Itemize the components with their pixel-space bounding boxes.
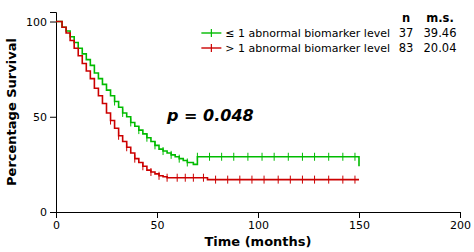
censor-mark [110, 117, 111, 125]
censor-mark [179, 155, 180, 163]
tick: 150 [349, 212, 370, 232]
censor-mark [314, 153, 315, 161]
censor-mark [215, 176, 216, 184]
tick-mark [460, 212, 461, 218]
censor-mark [251, 176, 252, 184]
censor-mark [302, 176, 303, 184]
censor-mark [138, 126, 139, 134]
tick-mark [50, 212, 56, 213]
censor-mark [126, 143, 127, 151]
censor-mark [342, 153, 343, 161]
tick: 0 [40, 206, 56, 219]
censor-mark [118, 132, 119, 140]
censor-mark [197, 153, 198, 161]
censor-mark [171, 151, 172, 159]
tick-label: 0 [40, 206, 47, 219]
censor-mark [288, 153, 289, 161]
annotation: p = 0.048 [166, 106, 254, 125]
x-axis: 0 50 100 150 200 [53, 212, 471, 232]
censor-mark [262, 153, 263, 161]
censor-mark [314, 176, 315, 184]
tick: 0 [53, 212, 60, 232]
censor-mark [177, 174, 178, 182]
y-axis: 0 50 100 [26, 13, 57, 220]
legend-n: 37 [399, 26, 414, 40]
legend-label: ≤ 1 abnormal biomarker level [225, 27, 390, 40]
censor-mark [233, 153, 234, 161]
censor-mark [354, 176, 355, 184]
censor-mark [354, 153, 355, 161]
tick: 200 [450, 212, 471, 232]
tick-mark [359, 212, 360, 218]
tick-mark [50, 22, 56, 23]
axis-line [50, 13, 57, 213]
censor-mark [114, 98, 115, 106]
legend-swatch-marker [211, 44, 212, 52]
censor-mark [209, 153, 210, 161]
censor-mark [193, 174, 194, 182]
censor-mark [302, 153, 303, 161]
censor-mark [264, 176, 265, 184]
censor-mark [130, 118, 131, 126]
tick-label: 200 [450, 219, 471, 232]
censor-mark [146, 134, 147, 142]
legend: ≤ 1 abnormal biomarker level > 1 abnormal… [201, 11, 456, 55]
censor-mark [159, 172, 160, 180]
tick-label: 150 [349, 219, 370, 232]
plot: 0 50 100 150 200 0 50 100 Time (months) Percentag… [4, 11, 471, 249]
censor-mark [122, 109, 123, 117]
censor-mark [150, 168, 151, 176]
censor-mark [328, 153, 329, 161]
tick-mark [258, 212, 259, 218]
censor-mark [278, 176, 279, 184]
tick-label: 0 [53, 219, 60, 232]
tick: 100 [248, 212, 269, 232]
censor-mark [221, 153, 222, 161]
censor-mark [142, 162, 143, 170]
censor-mark [342, 176, 343, 184]
legend-n: 83 [399, 41, 414, 55]
tick-label: 100 [26, 16, 47, 29]
censor-mark [163, 147, 164, 155]
legend-swatch-marker [211, 29, 212, 37]
censor-mark [185, 174, 186, 182]
censor-mark [290, 176, 291, 184]
x-axis-title: Time (months) [204, 234, 311, 249]
censor-mark [187, 158, 188, 166]
chart: 0 50 100 150 200 0 50 100 Time (months) Percentag… [0, 0, 474, 252]
censor-mark [328, 176, 329, 184]
legend-header: n [402, 11, 410, 25]
y-axis-title: Percentage Survival [4, 38, 19, 186]
tick: 50 [151, 212, 165, 232]
tick-mark [157, 212, 158, 218]
censor-mark [247, 153, 248, 161]
censor-mark [239, 176, 240, 184]
tick-label: 100 [248, 219, 269, 232]
censor-mark [203, 174, 204, 182]
censor-mark [227, 176, 228, 184]
axis-line [57, 213, 461, 219]
tick-mark [50, 117, 56, 118]
tick-label: 50 [151, 219, 165, 232]
censor-mark [274, 153, 275, 161]
legend-label: > 1 abnormal biomarker level [225, 42, 390, 55]
censor-mark [134, 155, 135, 163]
tick: 50 [33, 111, 56, 124]
legend-header: m.s. [426, 11, 454, 25]
legend-ms: 39.46 [424, 26, 457, 40]
censor-mark [167, 174, 168, 182]
legend-ms: 20.04 [424, 41, 457, 55]
censor-mark [154, 141, 155, 149]
tick-label: 50 [33, 111, 47, 124]
tick: 100 [26, 16, 56, 29]
